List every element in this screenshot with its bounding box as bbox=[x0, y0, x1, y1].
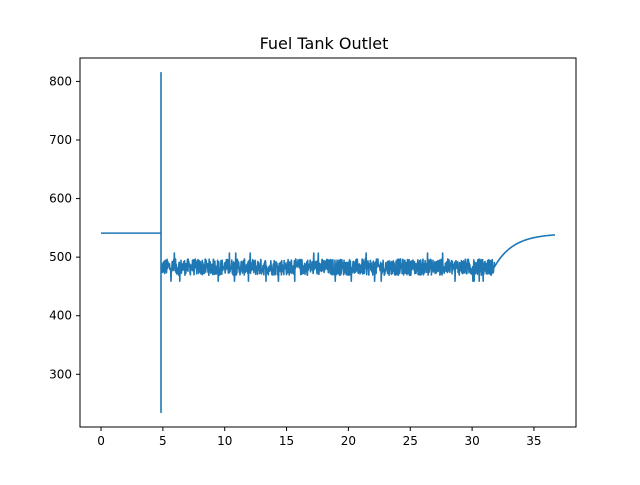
y-tick-label: 500 bbox=[49, 250, 72, 264]
plot-area bbox=[101, 71, 556, 414]
x-axis: 0 5 10 15 20 25 30 35 bbox=[97, 427, 542, 448]
x-tick-label: 35 bbox=[526, 434, 541, 448]
x-tick-label: 30 bbox=[464, 434, 479, 448]
x-tick-label: 20 bbox=[341, 434, 356, 448]
y-tick-label: 800 bbox=[49, 74, 72, 88]
x-tick-label: 10 bbox=[217, 434, 232, 448]
y-tick-label: 700 bbox=[49, 133, 72, 147]
x-tick-label: 0 bbox=[97, 434, 105, 448]
x-tick-label: 25 bbox=[403, 434, 418, 448]
y-tick-label: 300 bbox=[49, 367, 72, 381]
chart-title: Fuel Tank Outlet bbox=[260, 34, 389, 53]
x-tick-label: 15 bbox=[279, 434, 294, 448]
y-axis: 300 400 500 600 700 800 bbox=[49, 74, 80, 381]
y-tick-label: 600 bbox=[49, 192, 72, 206]
series-line bbox=[101, 71, 556, 414]
y-tick-label: 400 bbox=[49, 309, 72, 323]
x-tick-label: 5 bbox=[159, 434, 167, 448]
axes-frame bbox=[79, 57, 577, 428]
